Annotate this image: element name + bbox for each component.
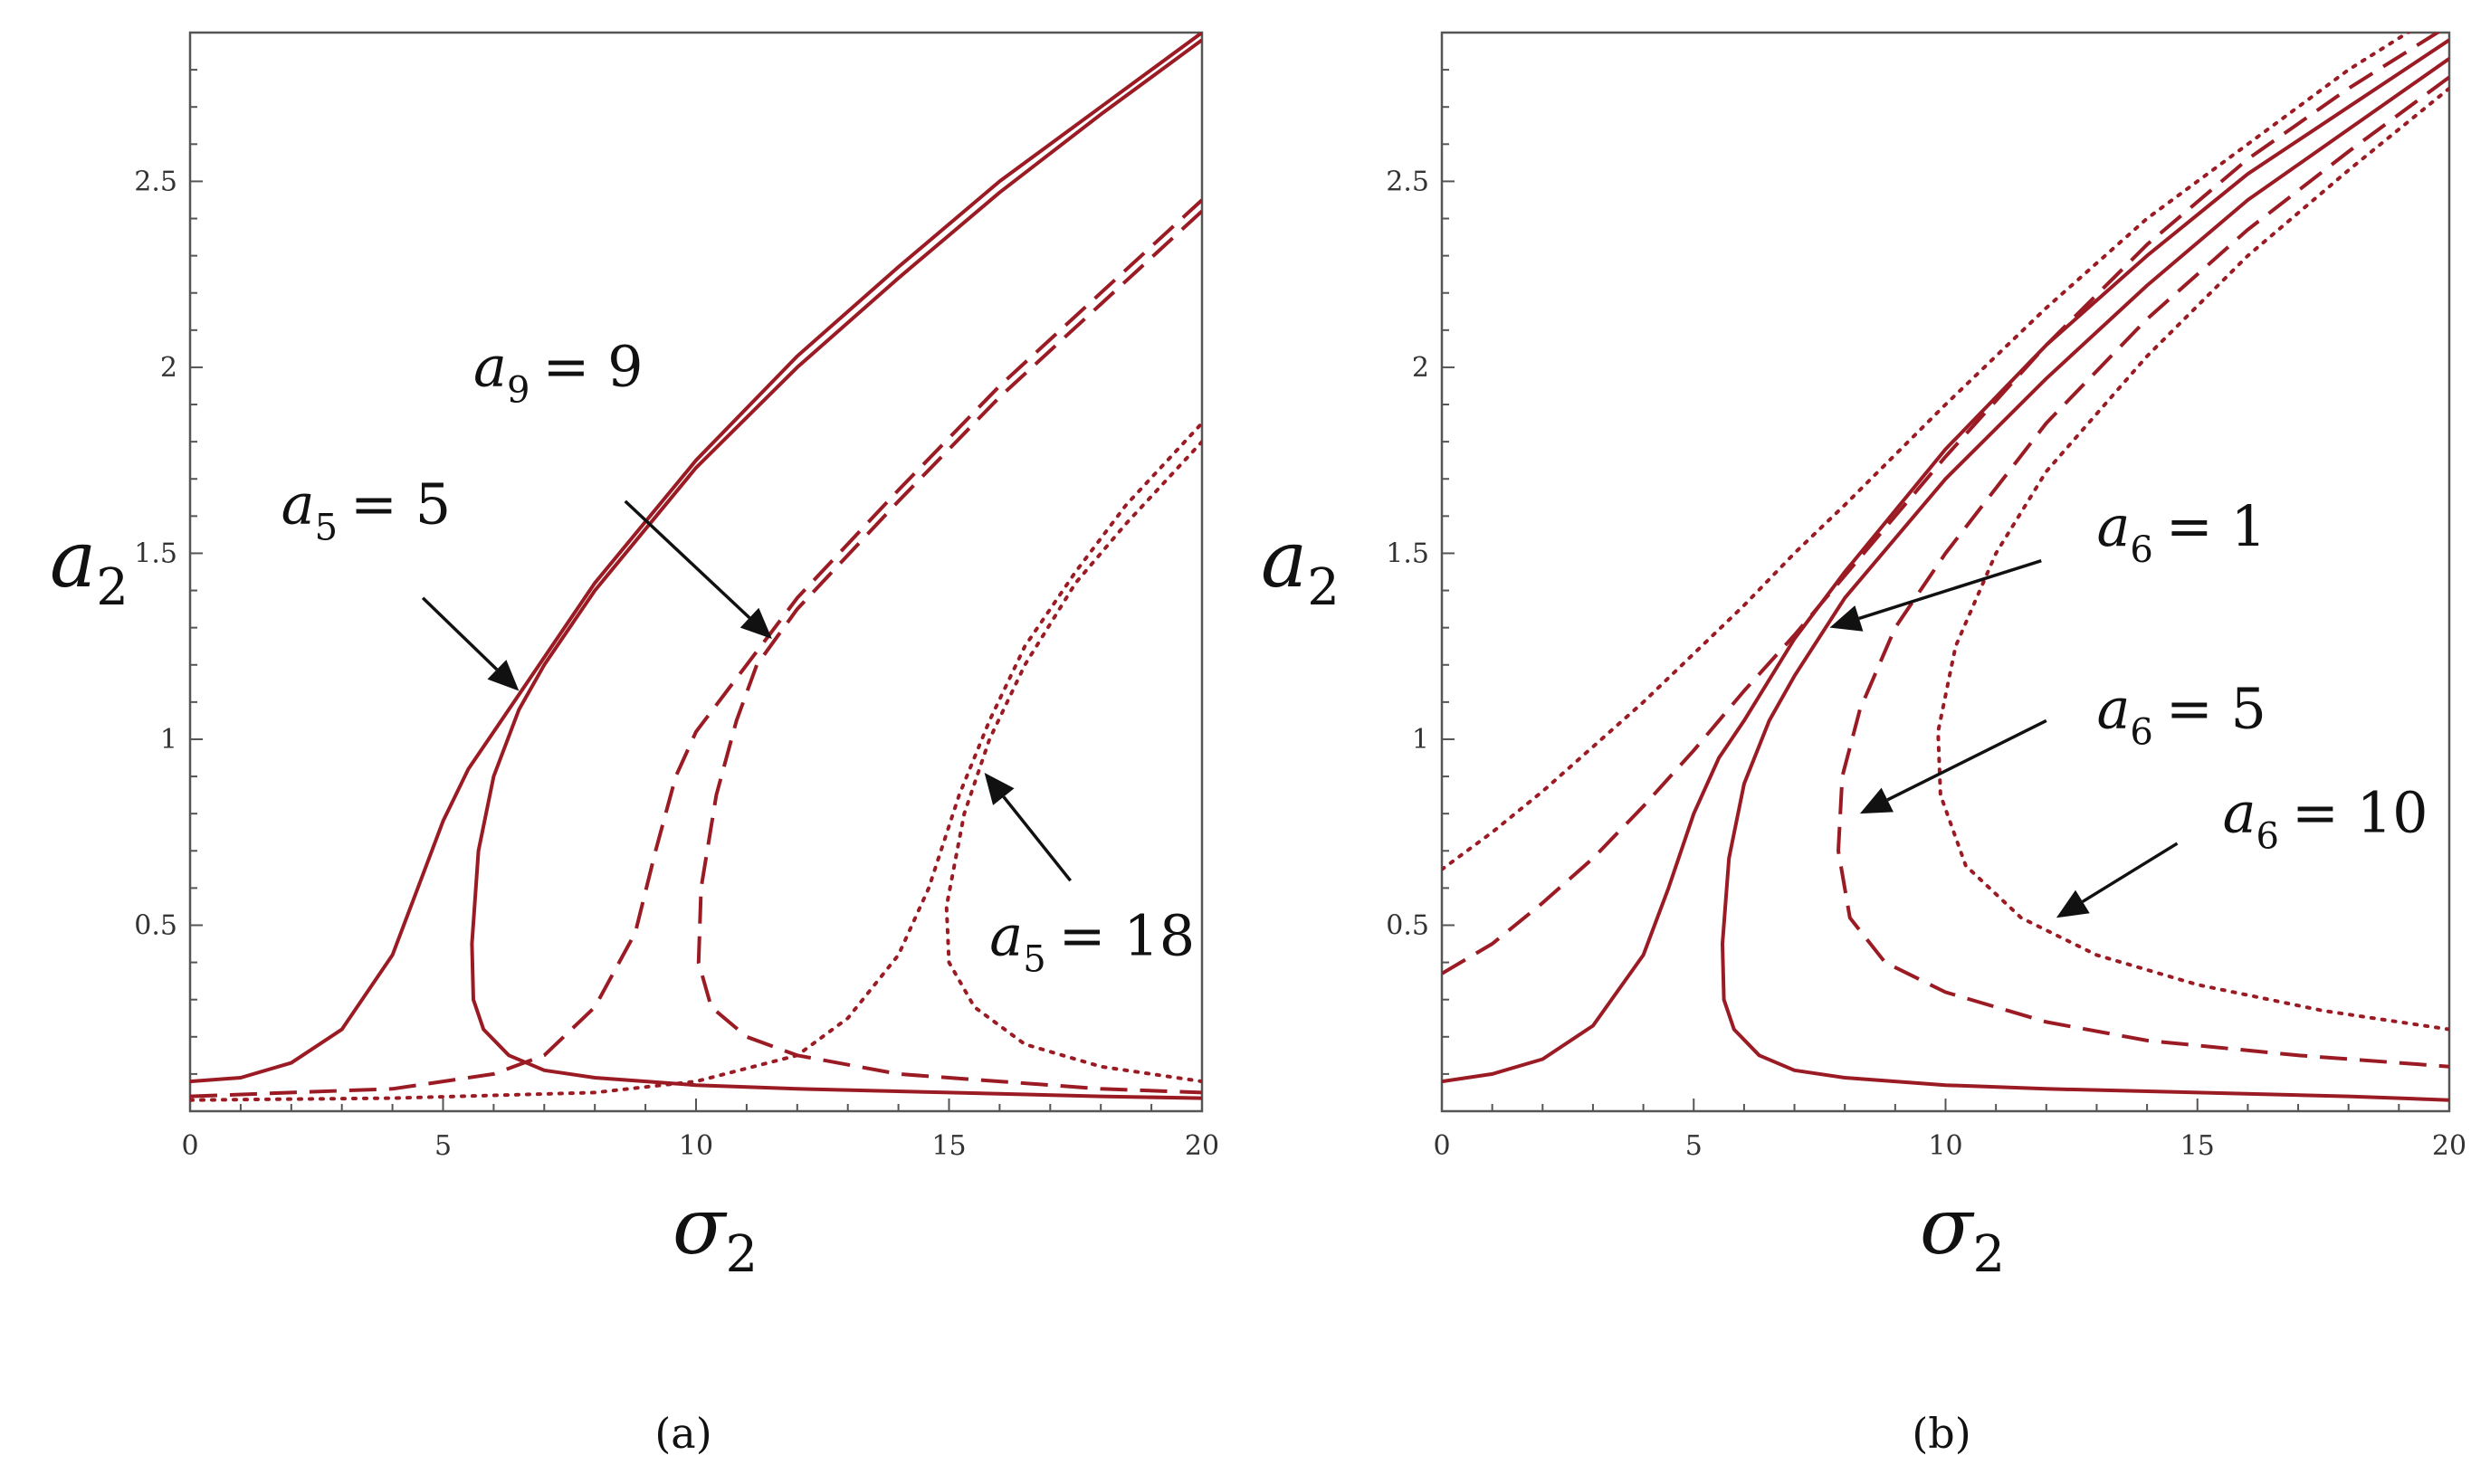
series-a6=1-lower-branch	[1721, 57, 2449, 1102]
x-axis-symbol: σ	[1920, 1182, 1975, 1272]
panel-label-b: (b)	[1912, 1409, 1970, 1458]
x-tick-label: 15	[931, 1130, 966, 1162]
series-a5=9-lower-branch	[696, 209, 1202, 1095]
series-a6=1-upper-branch	[1442, 38, 2449, 1084]
annotation-label: a6 = 1	[2096, 493, 2266, 571]
annotation-arrow-shaft	[1858, 559, 2042, 621]
y-axis-subscript: 2	[1307, 558, 1340, 617]
annotation-symbol: a	[2096, 493, 2130, 559]
annotation-arrow-head	[2056, 889, 2090, 918]
annotation-subscript: 9	[507, 369, 529, 411]
annotation-value: = 5	[2166, 676, 2266, 742]
series-a6=5-upper-branch	[1442, 33, 2441, 975]
series-a5=5-upper-branch	[190, 33, 1202, 1084]
x-tick-label: 5	[1685, 1130, 1703, 1162]
plot-frame	[188, 31, 1204, 1113]
x-tick-label: 15	[2180, 1130, 2215, 1162]
series-a6=10-upper-branch	[1442, 33, 2411, 871]
series-a5=18-upper-branch	[190, 421, 1202, 1102]
y-tick-label: 1	[1412, 724, 1429, 756]
annotation-label: a6 = 10	[2223, 780, 2428, 858]
y-tick-label: 0.5	[1386, 909, 1429, 941]
x-tick-label: 0	[181, 1130, 198, 1162]
annotation-arrow-head	[1859, 787, 1894, 814]
x-tick-label: 20	[2432, 1130, 2466, 1162]
annotation-label: a9 = 9	[473, 333, 644, 411]
series-a6=5-lower-branch	[1836, 75, 2449, 1069]
x-axis-subscript: 2	[726, 1225, 758, 1284]
annotation-symbol: a	[2096, 676, 2130, 742]
x-axis-label: σ2	[1920, 1182, 2005, 1284]
series-a5=18-lower-branch	[944, 440, 1202, 1084]
y-axis-symbol: a	[50, 515, 96, 605]
y-axis-symbol: a	[1261, 515, 1307, 605]
annotation-value: = 9	[542, 333, 643, 399]
x-axis-label: σ2	[673, 1182, 758, 1284]
x-axis-symbol: σ	[673, 1182, 728, 1272]
annotation-value: = 10	[2292, 780, 2428, 846]
annotation-symbol: a	[281, 471, 315, 537]
annotation-arrow-shaft	[2081, 842, 2179, 903]
y-tick-label: 1.5	[134, 537, 177, 569]
annotation-value: = 1	[2166, 493, 2266, 559]
y-tick-label: 1	[160, 724, 177, 756]
annotation-subscript: 6	[2256, 816, 2279, 858]
y-tick-label: 2	[1412, 352, 1429, 384]
x-tick-label: 10	[679, 1130, 713, 1162]
panel-label-a: (a)	[654, 1409, 711, 1458]
y-tick-label: 0.5	[134, 909, 177, 941]
y-tick-label: 2	[160, 352, 177, 384]
y-axis-subscript: 2	[96, 558, 129, 617]
y-tick-label: 2.5	[134, 166, 177, 197]
annotation-subscript: 6	[2130, 529, 2152, 571]
x-tick-label: 20	[1185, 1130, 1219, 1162]
x-tick-label: 10	[1928, 1130, 1962, 1162]
annotation-symbol: a	[473, 333, 507, 399]
series-a5=9-upper-branch	[190, 198, 1202, 1099]
annotation-value: = 18	[1059, 902, 1196, 968]
x-tick-label: 0	[1433, 1130, 1450, 1162]
annotation-arrow-head	[1829, 605, 1864, 632]
annotation-label: a5 = 5	[281, 471, 452, 549]
annotation-arrow-head	[984, 772, 1015, 805]
x-tick-label: 5	[434, 1130, 452, 1162]
series-a5=5-lower-branch	[470, 38, 1202, 1100]
annotation-arrow-head	[487, 660, 520, 691]
plot-frame	[1440, 31, 2451, 1113]
y-axis-label: a2	[1261, 515, 1340, 617]
annotation-arrow-shaft	[1002, 795, 1073, 882]
annotation-arrow-head	[739, 607, 772, 639]
y-tick-label: 1.5	[1386, 537, 1429, 569]
annotation-symbol: a	[989, 902, 1023, 968]
annotation-subscript: 5	[315, 508, 338, 549]
annotation-arrow-shaft	[1886, 718, 2047, 802]
x-axis-subscript: 2	[1973, 1225, 2006, 1284]
y-axis-label: a2	[50, 515, 129, 617]
annotation-arrow-shaft	[421, 596, 499, 671]
annotation-label: a5 = 18	[989, 902, 1195, 980]
annotation-label: a6 = 5	[2096, 676, 2266, 754]
annotation-value: = 5	[350, 471, 451, 537]
annotation-subscript: 5	[1023, 938, 1045, 980]
annotation-symbol: a	[2223, 780, 2256, 846]
annotation-arrow-shaft	[624, 499, 751, 619]
annotation-subscript: 6	[2130, 712, 2152, 754]
y-tick-label: 2.5	[1386, 166, 1429, 197]
